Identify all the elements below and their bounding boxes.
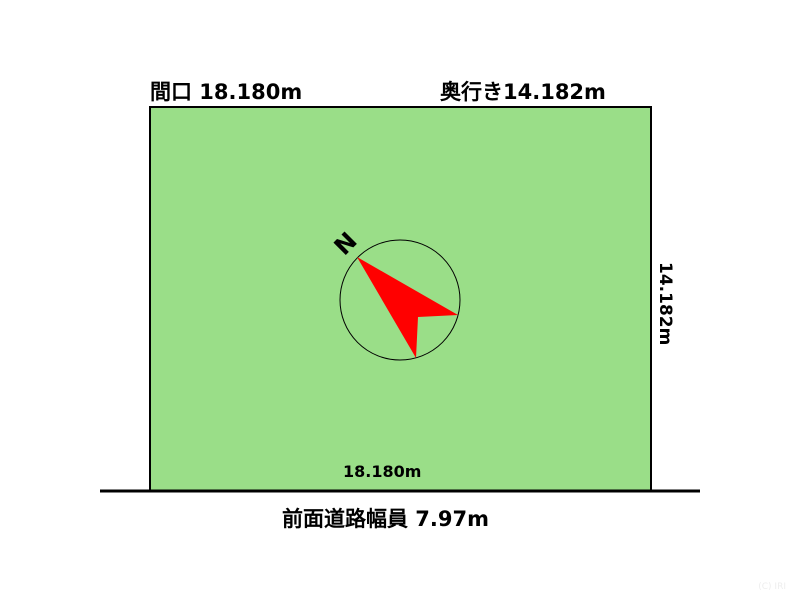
- copyright: (C) IRI: [758, 582, 786, 592]
- depth-label: 奥行き14.182m: [440, 80, 606, 104]
- frontage-label: 間口 18.180m: [150, 80, 303, 104]
- north-arrow-icon: [357, 257, 458, 358]
- compass-circle: [339, 239, 461, 361]
- road-width-label: 前面道路幅員 7.97m: [282, 507, 490, 531]
- bottom-side-label: 18.180m: [343, 462, 422, 481]
- right-side-label: 14.182m: [655, 262, 675, 346]
